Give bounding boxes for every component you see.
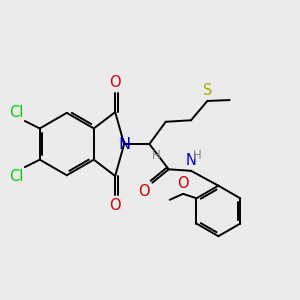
Text: Cl: Cl [9, 169, 23, 184]
Text: N: N [118, 136, 130, 152]
Text: O: O [138, 184, 150, 199]
Text: H: H [193, 149, 201, 163]
Text: H: H [152, 149, 161, 162]
Text: N: N [186, 153, 196, 168]
Text: O: O [177, 176, 189, 191]
Text: O: O [110, 198, 121, 213]
Text: O: O [110, 75, 121, 90]
Text: S: S [203, 83, 212, 98]
Text: Cl: Cl [9, 104, 23, 119]
